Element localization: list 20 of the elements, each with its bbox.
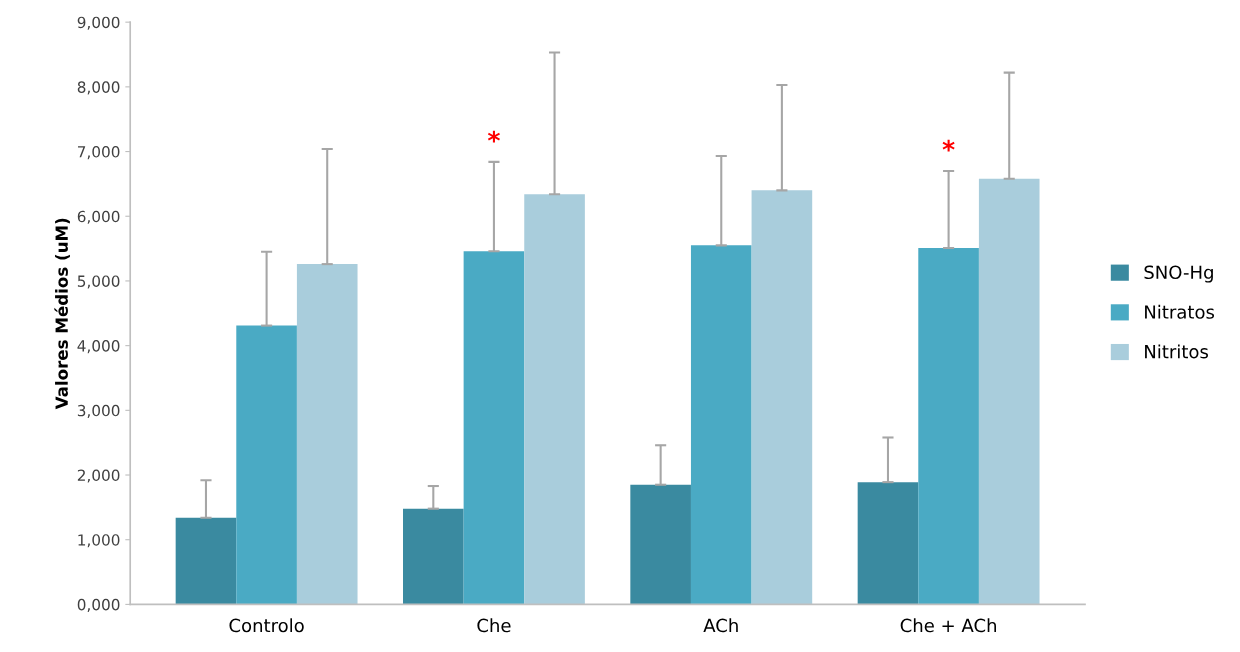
y-axis-title: Valores Médios (uM) <box>54 218 70 410</box>
y-tick-label: 5,000 <box>77 275 120 289</box>
annotation: * <box>487 130 500 143</box>
y-tick-label: 1,000 <box>78 534 120 548</box>
y-tick-label: 3,000 <box>77 404 120 418</box>
legend-label: SNO-Hg <box>1144 265 1213 283</box>
x-tick-label: ACh <box>703 618 738 633</box>
y-tick-label: 4,000 <box>77 340 120 354</box>
x-tick-label: Che <box>477 618 511 633</box>
legend-label: Nitritos <box>1145 344 1208 359</box>
y-tick-label: 7,000 <box>77 146 120 160</box>
y-tick-label: 0,000 <box>77 598 120 612</box>
y-tick-label: 8,000 <box>77 81 120 95</box>
y-tick-label: 6,000 <box>77 210 120 224</box>
legend-label: Nitratos <box>1145 304 1215 319</box>
annotation: * <box>942 139 955 152</box>
x-tick-label: Che + ACh <box>900 618 996 633</box>
y-tick-label: 9,000 <box>77 16 120 30</box>
y-tick-label: 2,000 <box>77 469 120 483</box>
x-tick-label: Controlo <box>229 618 304 633</box>
